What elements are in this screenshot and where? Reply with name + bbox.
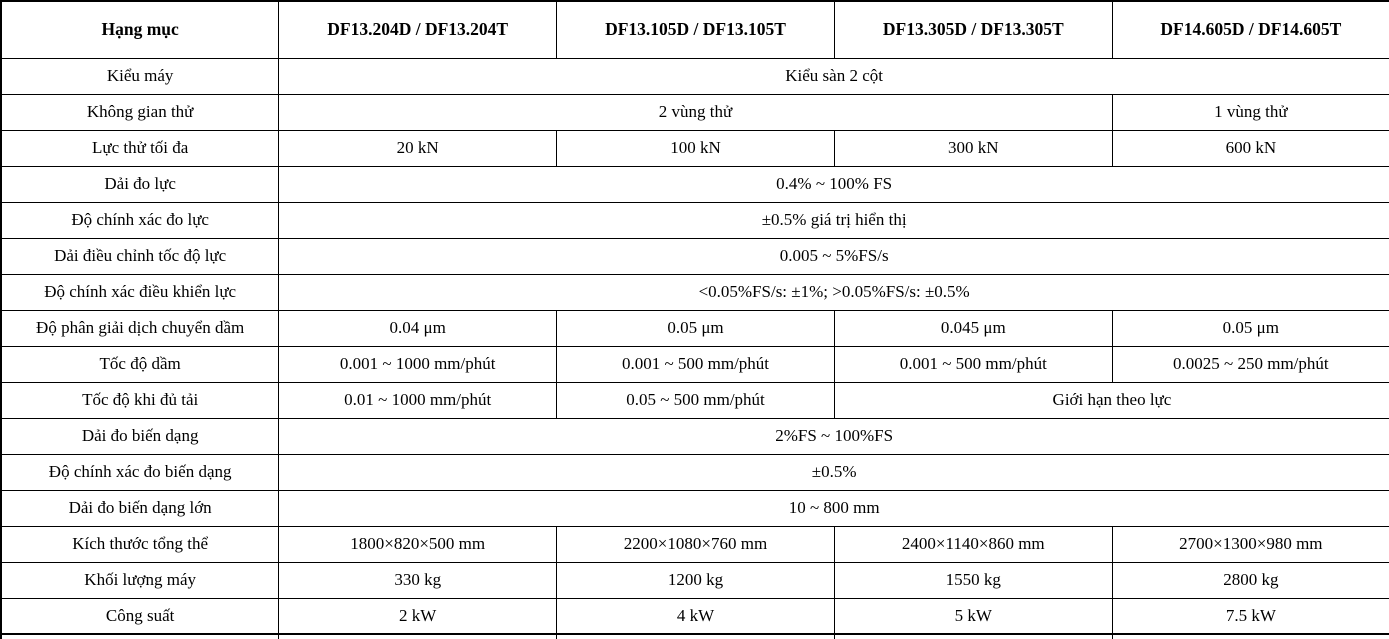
row-label: Dải đo biến dạng [0, 417, 280, 455]
row-strain-accuracy: Độ chính xác đo biến dạng ±0.5% [0, 453, 1389, 491]
header-model-1: DF13.204D / DF13.204T [278, 0, 558, 59]
row-label: Không gian thử [0, 93, 280, 131]
row-label: Tốc độ khi đủ tải [0, 381, 280, 419]
row-dimensions: Kích thước tổng thể 1800×820×500 mm 2200… [0, 525, 1389, 563]
row-force-speed-range: Dải điều chỉnh tốc độ lực 0.005 ~ 5%FS/s [0, 237, 1389, 275]
empty-cell [0, 633, 280, 639]
row-label: Độ chính xác điều khiển lực [0, 273, 280, 311]
spec-cell: ±0.5% [278, 453, 1389, 491]
spec-cell: 2 vùng thử [278, 93, 1113, 131]
row-label: Dải điều chỉnh tốc độ lực [0, 237, 280, 275]
row-label: Kiểu máy [0, 57, 280, 95]
empty-cell [833, 633, 1113, 639]
spec-cell: 20 kN [278, 129, 558, 167]
spec-cell: 0.01 ~ 1000 mm/phút [278, 381, 558, 419]
row-beam-displacement-resolution: Độ phân giải dịch chuyển dầm 0.04 μm 0.0… [0, 309, 1389, 347]
row-force-range: Dải đo lực 0.4% ~ 100% FS [0, 165, 1389, 203]
row-large-strain-range: Dải đo biến dạng lớn 10 ~ 800 mm [0, 489, 1389, 527]
spec-cell: 0.04 μm [278, 309, 558, 347]
spec-cell: 2%FS ~ 100%FS [278, 417, 1389, 455]
row-label: Độ phân giải dịch chuyển dầm [0, 309, 280, 347]
spec-cell: 2 kW [278, 597, 558, 635]
row-label: Tốc độ dầm [0, 345, 280, 383]
table-header-row: Hạng mục DF13.204D / DF13.204T DF13.105D… [0, 0, 1389, 59]
header-item-label: Hạng mục [0, 0, 280, 59]
spec-cell: 1200 kg [556, 561, 835, 599]
row-label: Lực thử tối đa [0, 129, 280, 167]
spec-cell: <0.05%FS/s: ±1%; >0.05%FS/s: ±0.5% [278, 273, 1389, 311]
spec-cell: 1550 kg [833, 561, 1113, 599]
row-power: Công suất 2 kW 4 kW 5 kW 7.5 kW [0, 597, 1389, 635]
spec-cell: Kiểu sàn 2 cột [278, 57, 1389, 95]
spec-cell: 0.05 μm [1111, 309, 1389, 347]
row-full-load-speed: Tốc độ khi đủ tải 0.01 ~ 1000 mm/phút 0.… [0, 381, 1389, 419]
spec-cell: 600 kN [1111, 129, 1389, 167]
spec-cell: 0.001 ~ 1000 mm/phút [278, 345, 558, 383]
row-machine-type: Kiểu máy Kiểu sàn 2 cột [0, 57, 1389, 95]
row-partial-clipped [0, 633, 1389, 639]
spec-cell: 300 kN [833, 129, 1113, 167]
spec-cell: 5 kW [833, 597, 1113, 635]
row-label: Kích thước tổng thể [0, 525, 280, 563]
row-label: Độ chính xác đo biến dạng [0, 453, 280, 491]
spec-cell: 7.5 kW [1111, 597, 1389, 635]
spec-cell: 0.4% ~ 100% FS [278, 165, 1389, 203]
row-test-space: Không gian thử 2 vùng thử 1 vùng thử [0, 93, 1389, 131]
spec-cell: ±0.5% giá trị hiển thị [278, 201, 1389, 239]
spec-cell: 0.05 ~ 500 mm/phút [556, 381, 835, 419]
row-strain-range: Dải đo biến dạng 2%FS ~ 100%FS [0, 417, 1389, 455]
spec-cell: 0.005 ~ 5%FS/s [278, 237, 1389, 275]
row-label: Độ chính xác đo lực [0, 201, 280, 239]
row-weight: Khối lượng máy 330 kg 1200 kg 1550 kg 28… [0, 561, 1389, 599]
spec-cell: 2400×1140×860 mm [833, 525, 1113, 563]
empty-cell [278, 633, 558, 639]
spec-cell: 2200×1080×760 mm [556, 525, 835, 563]
header-model-4: DF14.605D / DF14.605T [1111, 0, 1389, 59]
spec-cell: 1800×820×500 mm [278, 525, 558, 563]
spec-cell: 0.001 ~ 500 mm/phút [556, 345, 835, 383]
spec-cell: 1 vùng thử [1111, 93, 1389, 131]
row-label: Dải đo biến dạng lớn [0, 489, 280, 527]
spec-cell: 2700×1300×980 mm [1111, 525, 1389, 563]
spec-cell: 4 kW [556, 597, 835, 635]
empty-cell [1111, 633, 1389, 639]
row-beam-speed: Tốc độ dầm 0.001 ~ 1000 mm/phút 0.001 ~ … [0, 345, 1389, 383]
spec-cell: 100 kN [556, 129, 835, 167]
spec-cell: 0.045 μm [833, 309, 1113, 347]
row-label: Công suất [0, 597, 280, 635]
spec-cell: 10 ~ 800 mm [278, 489, 1389, 527]
header-model-2: DF13.105D / DF13.105T [556, 0, 835, 59]
row-max-force: Lực thử tối đa 20 kN 100 kN 300 kN 600 k… [0, 129, 1389, 167]
spec-cell: Giới hạn theo lực [833, 381, 1389, 419]
spec-cell: 2800 kg [1111, 561, 1389, 599]
row-force-accuracy: Độ chính xác đo lực ±0.5% giá trị hiển t… [0, 201, 1389, 239]
spec-cell: 0.0025 ~ 250 mm/phút [1111, 345, 1389, 383]
spec-cell: 0.001 ~ 500 mm/phút [833, 345, 1113, 383]
empty-cell [556, 633, 835, 639]
row-label: Khối lượng máy [0, 561, 280, 599]
spec-cell: 330 kg [278, 561, 558, 599]
row-force-control-accuracy: Độ chính xác điều khiển lực <0.05%FS/s: … [0, 273, 1389, 311]
row-label: Dải đo lực [0, 165, 280, 203]
header-model-3: DF13.305D / DF13.305T [833, 0, 1113, 59]
spec-cell: 0.05 μm [556, 309, 835, 347]
